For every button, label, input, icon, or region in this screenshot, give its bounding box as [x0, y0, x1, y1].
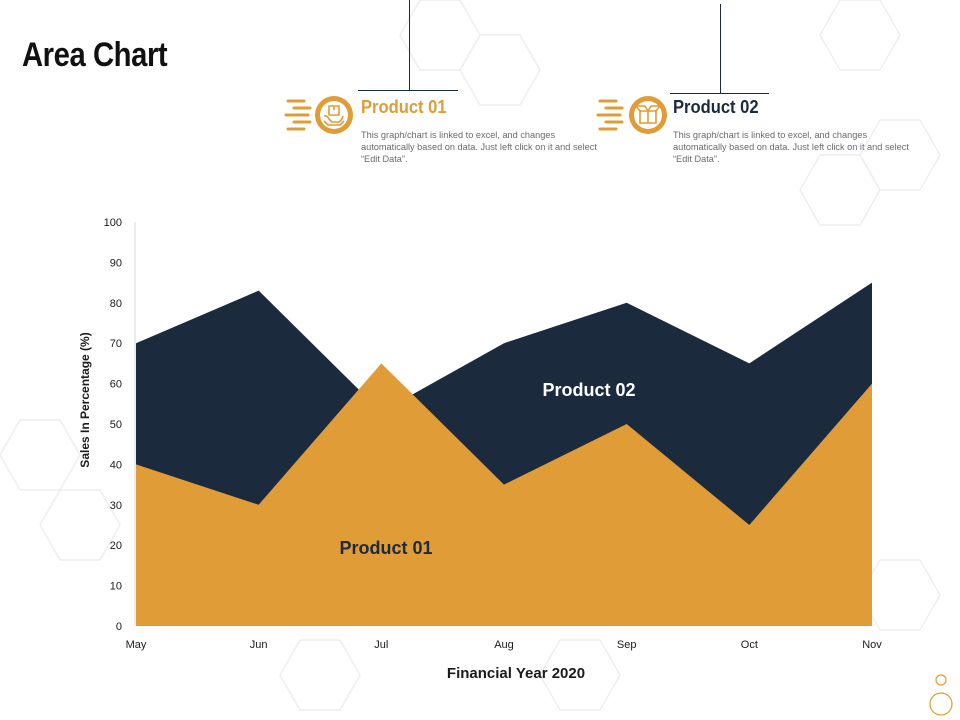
- area-series-product01: [136, 363, 872, 626]
- connector-line-product02: [720, 4, 721, 93]
- connector-line-product01: [409, 0, 410, 90]
- legend-card-description: This graph/chart is linked to excel, and…: [673, 130, 909, 164]
- legend-card-description: This graph/chart is linked to excel, and…: [361, 130, 597, 164]
- decorative-circles: [929, 674, 953, 716]
- x-tick-label: Jul: [374, 639, 388, 651]
- y-tick-label: 0: [116, 621, 122, 633]
- y-tick-label: 40: [110, 459, 122, 471]
- y-tick-label: 30: [110, 500, 122, 512]
- y-tick-label: 70: [110, 338, 122, 350]
- y-tick-label: 20: [110, 540, 122, 552]
- x-tick-label: Nov: [862, 639, 882, 651]
- y-tick-label: 10: [110, 581, 122, 593]
- connector-underline-product01: [358, 90, 458, 91]
- x-tick-label: May: [126, 639, 147, 651]
- x-tick-label: Jun: [250, 639, 268, 651]
- y-tick-label: 60: [110, 379, 122, 391]
- y-tick-label: 50: [110, 419, 122, 431]
- legend-card-title: Product 02: [673, 97, 759, 117]
- y-axis-title: Sales In Percentage (%): [78, 332, 92, 467]
- x-axis-title: Financial Year 2020: [447, 665, 585, 682]
- legend-card-title: Product 01: [361, 97, 447, 117]
- open-box-icon: [596, 95, 668, 137]
- hands-holding-box-icon: [284, 95, 356, 137]
- y-tick-label: 90: [110, 257, 122, 269]
- series-label-product01: Product 01: [339, 538, 432, 558]
- x-tick-label: Sep: [617, 639, 637, 651]
- y-tick-label: 80: [110, 298, 122, 310]
- connector-underline-product02: [670, 93, 769, 94]
- x-tick-label: Aug: [494, 639, 514, 651]
- slide-title: Area Chart: [22, 36, 168, 74]
- x-tick-label: Oct: [741, 639, 758, 651]
- series-label-product02: Product 02: [542, 380, 635, 400]
- y-tick-label: 100: [104, 217, 122, 229]
